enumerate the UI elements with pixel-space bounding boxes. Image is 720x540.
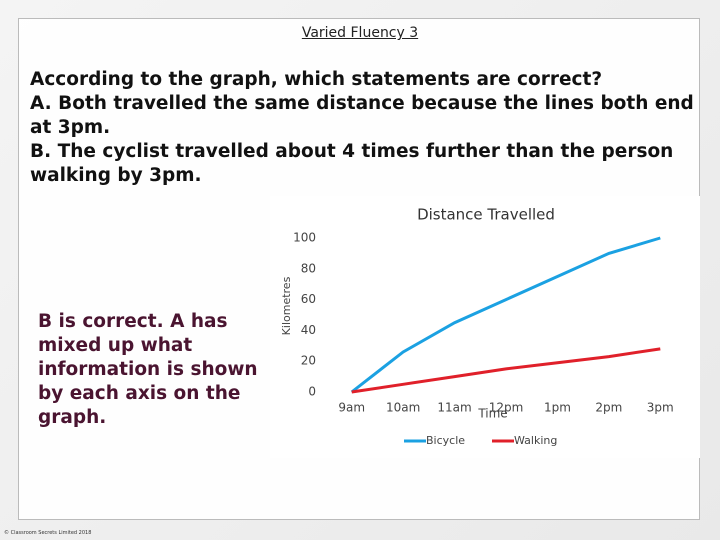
x-tick-label: 12pm — [489, 401, 524, 415]
footer: © Classroom Secrets Limited 2018 — [4, 530, 92, 536]
x-tick-label: 3pm — [647, 401, 674, 415]
question-block: According to the graph, which statements… — [30, 68, 700, 188]
slide-title: Varied Fluency 3 — [301, 25, 419, 41]
y-tick-label: 20 — [301, 354, 316, 368]
y-tick-label: 0 — [308, 385, 316, 399]
y-tick-label: 60 — [301, 292, 316, 306]
x-tick-label: 1pm — [544, 401, 571, 415]
x-axis-label: Time — [477, 407, 507, 421]
statement: B. The cyclist travelled about 4 times f… — [30, 141, 674, 186]
y-tick-label: 100 — [293, 231, 316, 245]
legend-label: Walking — [514, 434, 557, 447]
data-line — [351, 347, 661, 394]
y-tick-label: 80 — [301, 261, 316, 275]
question: According to the graph, which statements… — [30, 69, 603, 90]
x-tick-label: 10am — [386, 401, 420, 415]
x-tick-label: 2pm — [595, 401, 622, 415]
legend-label: Bicycle — [426, 434, 465, 447]
x-tick-label: 11am — [437, 401, 471, 415]
answer: B is correct. A has mixed up what inform… — [38, 311, 258, 428]
chart-area — [270, 196, 700, 458]
statement: A. Both travelled the same distance beca… — [30, 93, 694, 138]
chart-title: Distance Travelled — [417, 206, 555, 224]
data-line — [350, 236, 661, 394]
x-tick-label: 9am — [338, 401, 365, 415]
y-axis-label: Kilometres — [280, 276, 293, 335]
y-tick-label: 40 — [301, 323, 316, 337]
